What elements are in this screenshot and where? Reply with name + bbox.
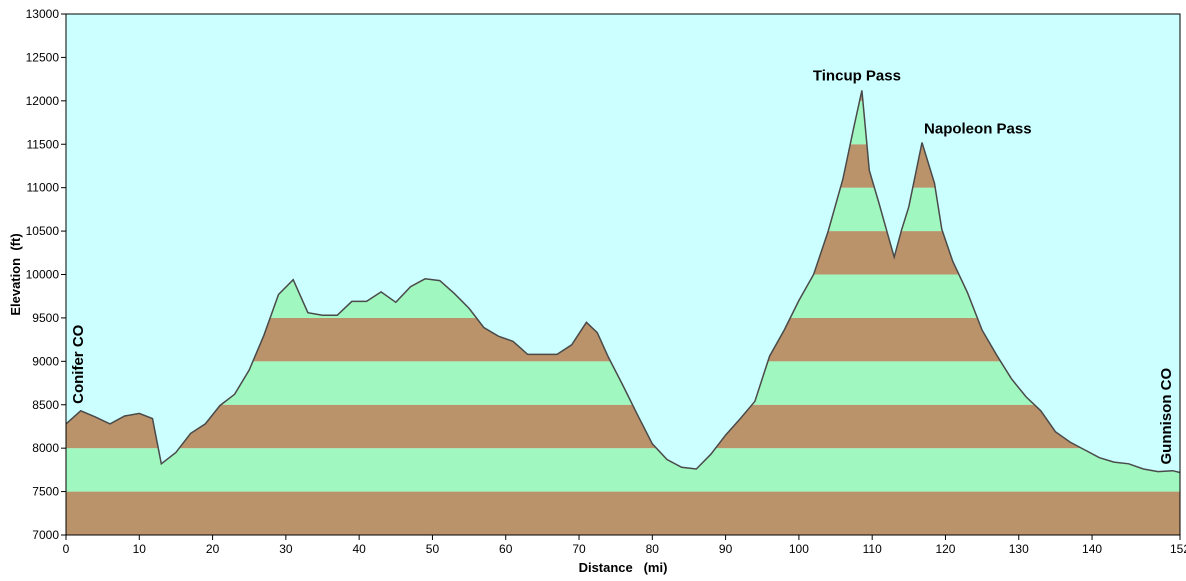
x-tick-label: 30 (279, 542, 293, 556)
elevation-band-7500 (66, 448, 1180, 492)
x-tick-label: 70 (572, 542, 586, 556)
chart-annotations: Tincup Pass Napoleon Pass Conifer CO Gunnis… (70, 67, 1175, 464)
y-tick-label: 9500 (32, 311, 59, 325)
annotation-label: Conifer CO (70, 324, 87, 404)
elevation-band-7000 (66, 491, 1180, 535)
x-tick-label: 50 (426, 542, 440, 556)
x-tick-label: 90 (719, 542, 733, 556)
y-tick-label: 11500 (27, 137, 60, 151)
elevation-band-8000 (66, 404, 1180, 449)
x-tick-label: 80 (646, 542, 660, 556)
elevation-profile-line (65, 90, 1181, 474)
x-tick-label: 60 (499, 542, 513, 556)
y-tick-label: 7500 (32, 485, 59, 499)
x-tick-label: 10 (133, 542, 147, 556)
y-tick-label: 11000 (27, 181, 60, 195)
x-tick-label: 40 (352, 542, 366, 556)
y-axis-title: Elevation (ft) (8, 233, 23, 315)
y-tick-label: 12000 (26, 94, 60, 108)
x-axis-ticks: 0 10 20 30 40 50 60 70 80 90 100 110 120 130 140 152 (63, 535, 1186, 556)
y-tick-label: 9000 (32, 354, 59, 368)
annotation-label: Napoleon Pass (924, 121, 1032, 138)
annotation-label: Gunnison CO (1158, 367, 1175, 464)
annotation-label: Tincup Pass (813, 67, 901, 84)
x-tick-label: 20 (206, 542, 220, 556)
y-tick-label: 13000 (26, 7, 60, 21)
x-tick-label: 152 (1170, 542, 1186, 556)
x-tick-label: 110 (863, 542, 882, 556)
y-tick-label: 7000 (32, 528, 59, 542)
x-tick-label: 0 (63, 542, 70, 556)
y-tick-label: 10000 (26, 268, 60, 282)
y-tick-label: 10500 (26, 224, 60, 238)
x-tick-label: 100 (789, 542, 809, 556)
y-tick-label: 8500 (32, 398, 59, 412)
x-tick-label: 140 (1082, 542, 1102, 556)
y-tick-label: 8000 (32, 441, 59, 455)
x-tick-label: 130 (1009, 542, 1029, 556)
y-tick-label: 12500 (26, 50, 60, 64)
y-axis-ticks: 7000 7500 8000 8500 9000 9500 10000 10500 11000 1… (26, 7, 66, 542)
x-axis-title: Distance (mi) (579, 560, 668, 575)
x-tick-label: 120 (935, 542, 955, 556)
